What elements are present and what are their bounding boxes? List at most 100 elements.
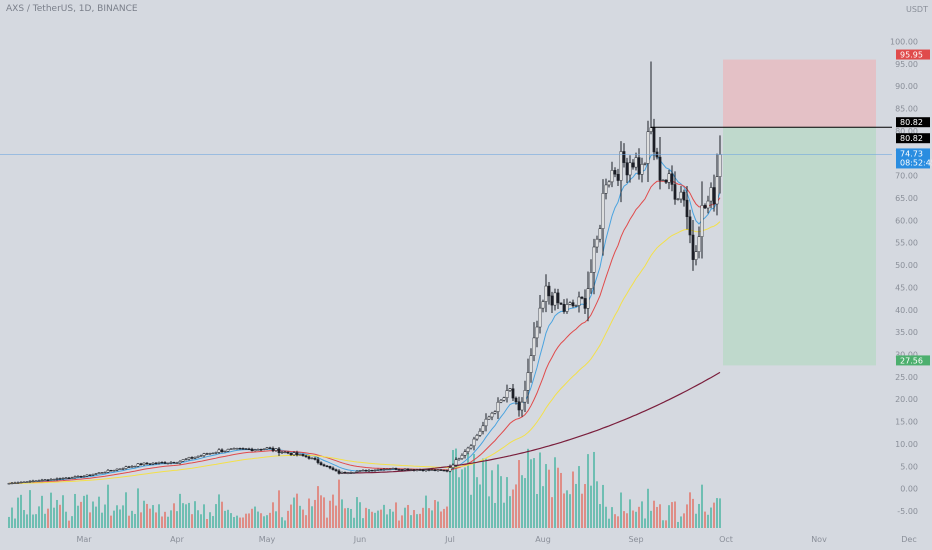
candle-body <box>178 461 182 464</box>
volume-bar <box>95 506 97 528</box>
candle-body <box>430 469 434 471</box>
candle-body <box>643 163 647 165</box>
candle-body <box>439 469 443 471</box>
volume-bar <box>167 516 169 528</box>
candle-body <box>142 462 146 465</box>
candle-body <box>640 164 644 175</box>
candle-body <box>331 467 335 470</box>
volume-bar <box>20 494 22 528</box>
candle-body <box>691 234 695 260</box>
volume-bar <box>413 510 415 528</box>
candle-body <box>466 447 470 452</box>
candle-body <box>55 478 59 480</box>
candle-body <box>613 170 617 175</box>
volume-bar <box>152 505 154 528</box>
candle-body <box>97 472 101 474</box>
candle-body <box>646 131 650 164</box>
volume-bar <box>53 507 55 528</box>
volume-bar <box>80 501 82 528</box>
candle-body <box>400 469 404 471</box>
candle-body <box>196 456 200 458</box>
candle-body <box>232 448 236 450</box>
x-tick-label: Dec <box>901 535 916 544</box>
candle-body <box>298 454 302 456</box>
volume-bar <box>485 458 487 528</box>
y-tick-label: 90.00 <box>895 82 918 91</box>
candle-body <box>70 477 74 479</box>
volume-bar <box>272 502 274 528</box>
volume-bar <box>716 498 718 528</box>
volume-bar <box>23 510 25 528</box>
volume-bar <box>560 472 562 528</box>
volume-bar <box>524 478 526 528</box>
volume-bar <box>293 497 295 528</box>
candle-body <box>373 469 377 472</box>
candle-body <box>28 480 32 483</box>
candle-body <box>211 452 215 455</box>
volume-bar <box>212 516 214 528</box>
volume-bar <box>125 492 127 528</box>
volume-bar <box>188 502 190 528</box>
candle-body <box>85 474 89 477</box>
candle-body <box>190 457 194 459</box>
volume-bar <box>668 505 670 528</box>
candle-body <box>634 157 638 168</box>
candle-body <box>715 176 719 205</box>
volume-bar <box>632 510 634 528</box>
volume-bar <box>398 520 400 528</box>
candle-body <box>337 470 341 474</box>
volume-bar <box>113 510 115 528</box>
candle-body <box>667 173 671 183</box>
volume-bar <box>248 513 250 528</box>
price-badge <box>896 117 930 128</box>
candle-body <box>376 469 380 471</box>
x-tick-label: Oct <box>719 535 733 544</box>
volume-bar <box>74 493 76 528</box>
candle-body <box>595 238 599 248</box>
volume-bar <box>11 507 13 528</box>
volume-bar <box>131 510 133 528</box>
candle-body <box>562 304 566 312</box>
volume-bar <box>62 495 64 528</box>
volume-bar <box>56 499 58 528</box>
volume-bar <box>431 510 433 528</box>
volume-bar <box>353 517 355 528</box>
candle-body <box>259 449 263 451</box>
volume-bar <box>338 479 340 528</box>
candle-body <box>250 448 254 452</box>
volume-bar <box>311 506 313 528</box>
candle-body <box>52 479 56 481</box>
volume-bar <box>230 513 232 528</box>
candle-body <box>355 471 359 473</box>
candle-body <box>577 296 581 306</box>
candle-body <box>286 451 290 454</box>
candle-body <box>424 469 428 471</box>
candle-body <box>589 272 593 289</box>
volume-bar <box>320 495 322 528</box>
volume-bar <box>368 509 370 528</box>
volume-bar <box>653 500 655 528</box>
volume-bar <box>710 507 712 528</box>
volume-bar <box>299 505 301 528</box>
volume-bar <box>266 515 268 528</box>
candle-body <box>628 162 632 176</box>
candle-body <box>442 469 446 472</box>
volume-bar <box>176 511 178 528</box>
candle-body <box>313 457 317 460</box>
volume-bar <box>638 506 640 528</box>
candle-body <box>109 470 113 472</box>
volume-bar <box>29 490 31 528</box>
volume-bar <box>641 501 643 528</box>
volume-bar <box>680 516 682 528</box>
candle-body <box>241 448 245 450</box>
candle-body <box>388 468 392 471</box>
volume-bar <box>491 470 493 528</box>
volume-bar <box>596 481 598 528</box>
volume-bar <box>164 511 166 528</box>
candle-body <box>556 292 560 304</box>
volume-bar <box>659 504 661 528</box>
candle-body <box>217 449 221 453</box>
price-badge-label: 27.56 <box>900 356 923 365</box>
candle-body <box>670 173 674 185</box>
